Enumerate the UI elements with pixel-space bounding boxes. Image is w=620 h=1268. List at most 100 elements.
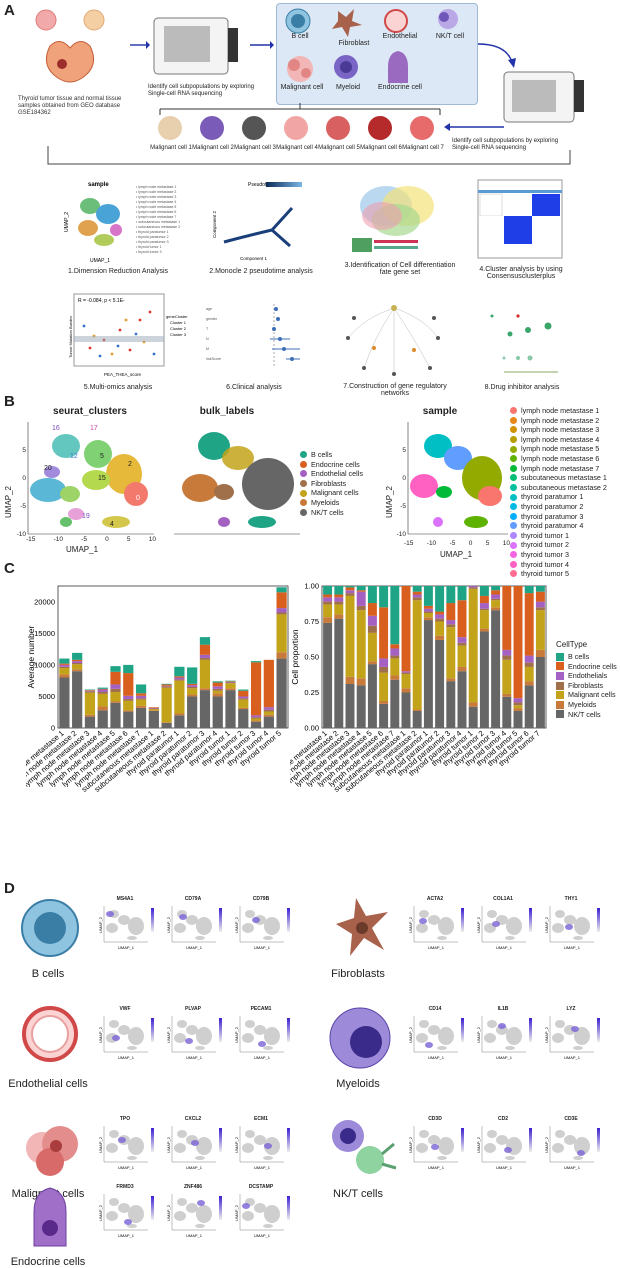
bar-segment — [161, 686, 172, 688]
legend-swatch — [510, 474, 517, 482]
legend-item: NK/T cells — [300, 508, 363, 518]
legend-swatch — [510, 512, 517, 520]
cluster-label: 15 — [98, 475, 106, 482]
legend-item: B cells — [300, 450, 363, 460]
legend-label: Endocrine cells — [568, 661, 617, 671]
svg-text:• subcutaneous metastase 1: • subcutaneous metastase 1 — [136, 220, 180, 224]
bar-segment — [123, 673, 134, 696]
cell-type-name: Endocrine cells — [10, 1256, 86, 1268]
bar-segment — [199, 690, 211, 728]
legend-item: thyroid tumor 2 — [510, 540, 607, 550]
gene-name: MS4A1 — [116, 896, 134, 902]
umap-xticks-3: -15 -10 -5 0 5 10 — [404, 540, 510, 547]
analysis-label-5: 5.Multi-omics analysis — [83, 384, 153, 391]
feature-umap: UMAP_2 UMAP_1 — [234, 1126, 290, 1170]
bulk-legend: B cells Endocrine cells Endothelial cell… — [300, 450, 363, 517]
bar-segment — [84, 690, 96, 691]
legend-item: lymph node metastase 7 — [510, 464, 607, 474]
feature-umap: UMAP_2 UMAP_1 — [98, 1194, 154, 1238]
legend-label: thyroid paratumor 1 — [521, 492, 584, 502]
bar-segment — [423, 605, 433, 609]
identify-text-1: Identify cell subpopulations by explorin… — [148, 84, 255, 97]
legend-label: lymph node metastase 5 — [521, 444, 600, 454]
cell-illustration-icon — [26, 1126, 78, 1176]
bar-segment — [513, 698, 523, 703]
legend-label: lymph node metastase 7 — [521, 463, 600, 473]
bar-segment — [263, 716, 274, 728]
bar-segment — [513, 586, 523, 699]
svg-text:• lymph node metastase 6: • lymph node metastase 6 — [136, 210, 176, 214]
axis-label: UMAP_1 — [564, 1165, 581, 1170]
bar-segment — [345, 676, 355, 684]
bar-segment — [502, 655, 512, 660]
legend-label: thyroid tumor 2 — [521, 540, 569, 550]
panel-letter-b: B — [4, 393, 15, 410]
xtick: 0 — [468, 540, 473, 547]
bar-segment — [263, 711, 274, 715]
malignant-label: Malignant cell 5 — [318, 145, 360, 151]
bar-segment — [367, 625, 377, 633]
bar-segment — [263, 709, 274, 712]
legend-item: NK/T cells — [556, 710, 617, 720]
bar-segment — [356, 678, 366, 686]
bar-segment — [212, 688, 223, 691]
mini-xlab: UMAP_1 — [90, 258, 110, 264]
bar-segment — [446, 678, 456, 682]
bar-segment — [148, 707, 159, 708]
gene-name: CD79A — [184, 896, 202, 902]
legend-label: Endothelial cells — [311, 469, 363, 479]
bar-segment — [276, 612, 287, 615]
gene-name: PLVAP — [185, 1006, 201, 1012]
legend-swatch — [556, 671, 564, 680]
bar-segment — [199, 654, 211, 658]
bar-segment — [238, 689, 249, 691]
legend-item: Endothelial cells — [300, 469, 363, 479]
mini-y5: Tumor Mutation Burden — [68, 316, 73, 358]
legend-swatch — [300, 451, 307, 459]
bar-segment — [390, 658, 400, 676]
bar-segment — [59, 663, 70, 665]
gene-name: FRMD3 — [116, 1184, 134, 1190]
bar-segment — [174, 666, 185, 677]
legend-swatch — [510, 445, 517, 453]
legend-swatch — [510, 464, 517, 472]
axis-label: UMAP_1 — [118, 1165, 135, 1170]
cell-type-name: Fibroblasts — [331, 968, 385, 980]
feature-umap: UMAP_2 UMAP_1 — [166, 1016, 222, 1060]
xtick: 5 — [485, 540, 490, 547]
analysis-label-2: 2.Monocle 2 pseudotime analysis — [209, 268, 313, 275]
axis-label: UMAP_2 — [166, 916, 171, 933]
bar-segment — [72, 664, 83, 670]
axis-label: UMAP_2 — [234, 1204, 239, 1221]
legend-label: lymph node metastase 3 — [521, 425, 600, 435]
bar-segment — [148, 709, 159, 711]
cluster-label: 20 — [44, 465, 52, 472]
bar-segment — [97, 688, 108, 690]
cell-type-endocrine: Endocrine cell — [378, 84, 422, 91]
y-tick-label: 0.50 — [304, 653, 319, 662]
bar-segment — [401, 674, 411, 689]
arrow-right-icon — [130, 41, 150, 49]
feature-umap: UMAP_2 UMAP_1 — [98, 1016, 154, 1060]
mini-c3: Cluster 3 — [170, 332, 187, 337]
legend-item: subcutaneous metastase 2 — [510, 483, 607, 493]
umap-title-sample: sample — [422, 406, 458, 417]
sample-legend: lymph node metastase 1 lymph node metasta… — [510, 406, 607, 579]
ytick: -10 — [396, 531, 406, 538]
bar-segment — [435, 635, 445, 640]
bar-segment — [412, 591, 422, 595]
mini-comp1: Component 1 — [240, 256, 268, 261]
legend-label: Fibroblasts — [311, 478, 347, 488]
bar-segment — [123, 664, 134, 674]
bar-segment — [390, 644, 400, 649]
bar-segment — [263, 714, 274, 717]
svg-text:M: M — [206, 347, 209, 351]
legend-swatch — [510, 455, 517, 463]
bar-segment — [468, 586, 478, 588]
axis-label: UMAP_1 — [254, 1165, 271, 1170]
bar-segment — [59, 677, 70, 728]
bar-segment — [535, 657, 545, 728]
bar-segment — [123, 698, 134, 701]
sample-source-text: Thyroid tumor tissue and normal tissue s… — [18, 96, 122, 116]
